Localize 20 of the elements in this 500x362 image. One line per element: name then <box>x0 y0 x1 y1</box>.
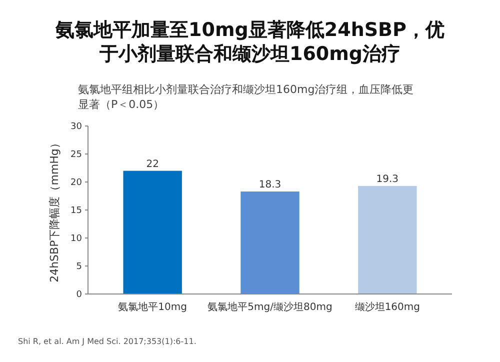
y-axis-title: 24hSBP下降幅度（mmHg） <box>48 138 61 282</box>
bar <box>123 170 182 294</box>
chart-subtitle: 氨氯地平组相比小剂量联合治疗和缬沙坦160mg治疗组，血压降低更显著（P＜0.05） <box>78 83 414 111</box>
y-tick-label: 10 <box>70 234 82 244</box>
y-tick-label: 15 <box>70 206 82 216</box>
x-tick-label: 氨氯地平5mg/缬沙坦80mg <box>208 301 332 313</box>
x-tick-label: 氨氯地平10mg <box>118 301 187 313</box>
bar <box>358 186 417 294</box>
y-tick-label: 5 <box>76 262 82 272</box>
x-tick-label: 缬沙坦160mg <box>354 301 420 313</box>
y-tick-label: 25 <box>70 150 82 160</box>
data-label: 18.3 <box>258 180 282 191</box>
bar <box>240 192 300 294</box>
data-label: 22 <box>146 158 159 170</box>
y-tick-label: 30 <box>70 122 82 132</box>
y-tick-label: 20 <box>70 178 82 188</box>
text: Shi R, et al. Am J Med Sci. 2017;353(1):6-11. <box>18 337 196 346</box>
chart-title: 氨氯地平加量至10mg显著降低24hSBP，优于小剂量联合和缬沙坦160mg治疗 <box>54 19 444 65</box>
data-label: 19.3 <box>376 174 399 185</box>
y-tick-label: 0 <box>76 290 82 300</box>
